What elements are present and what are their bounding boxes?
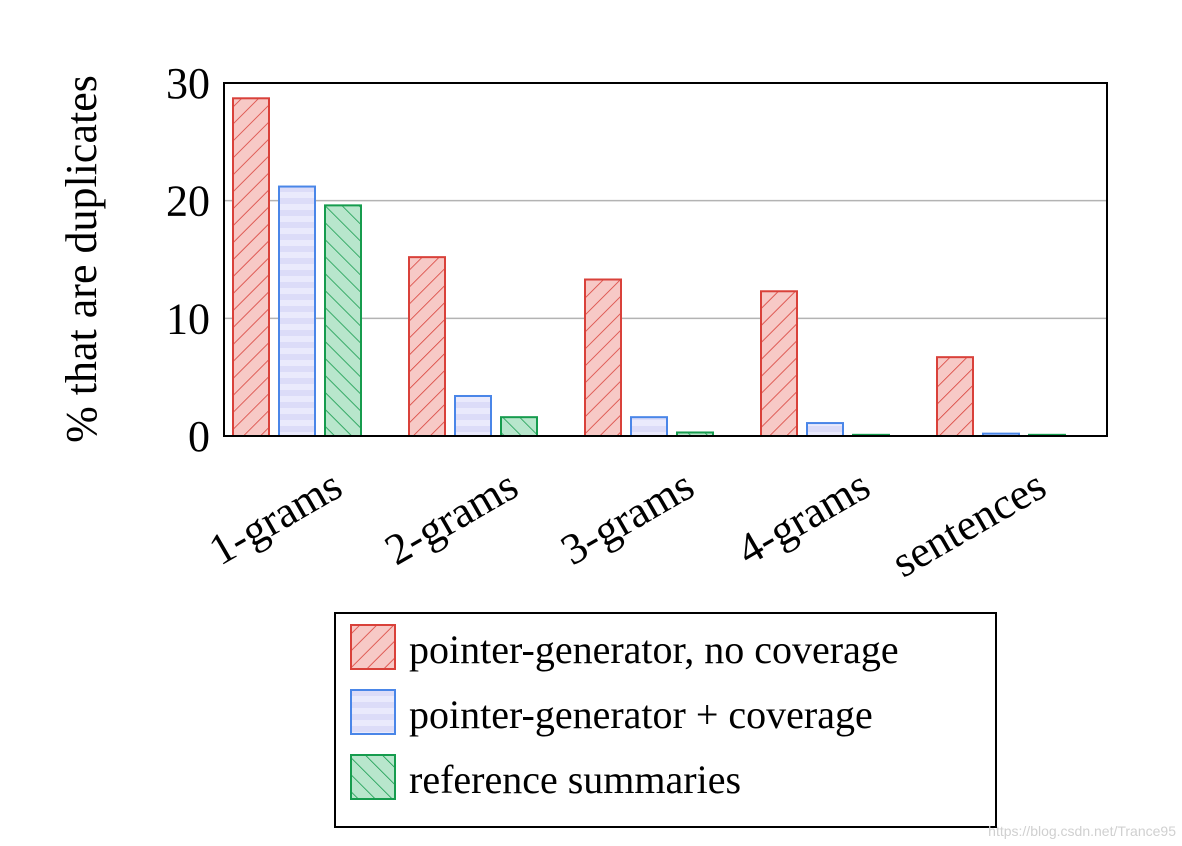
legend-swatch (350, 624, 396, 670)
legend-swatch (350, 754, 396, 800)
bar (324, 204, 362, 437)
bar (630, 416, 668, 438)
x-tick-label: 1-grams (201, 460, 350, 575)
bar (760, 290, 798, 437)
x-tick-label: sentences (883, 460, 1054, 587)
bar (936, 356, 974, 437)
y-tick-label: 30 (166, 59, 210, 108)
legend-swatch (350, 689, 396, 735)
legend-label: pointer-generator + coverage (409, 692, 873, 737)
bar (454, 394, 492, 438)
x-tick-label: 3-grams (553, 460, 702, 575)
y-tick-label: 20 (166, 177, 210, 226)
legend-frame (334, 612, 997, 828)
legend-label: pointer-generator, no coverage (409, 627, 899, 672)
y-tick-label: 0 (188, 412, 210, 461)
bars (232, 97, 1066, 438)
legend-label: reference summaries (409, 757, 741, 802)
bar (500, 416, 538, 438)
bar (278, 185, 316, 437)
bar (232, 97, 270, 438)
y-axis-ticks: 0 10 20 30 (166, 59, 210, 461)
x-tick-label: 4-grams (729, 460, 878, 575)
bar (584, 278, 622, 437)
x-tick-label: 2-grams (377, 460, 526, 575)
y-axis-label: % that are duplicates (57, 75, 106, 443)
bar (408, 256, 446, 437)
grid-lines (224, 199, 1107, 320)
bar (806, 422, 844, 438)
y-tick-label: 10 (166, 294, 210, 343)
watermark: https://blog.csdn.net/Trance95 (988, 823, 1176, 839)
legend: pointer-generator, no coverage pointer-ge… (334, 612, 997, 828)
plot-area-frame (223, 82, 1108, 437)
x-axis-ticks: 1-grams 2-grams 3-grams 4-grams sentences (201, 460, 1054, 587)
